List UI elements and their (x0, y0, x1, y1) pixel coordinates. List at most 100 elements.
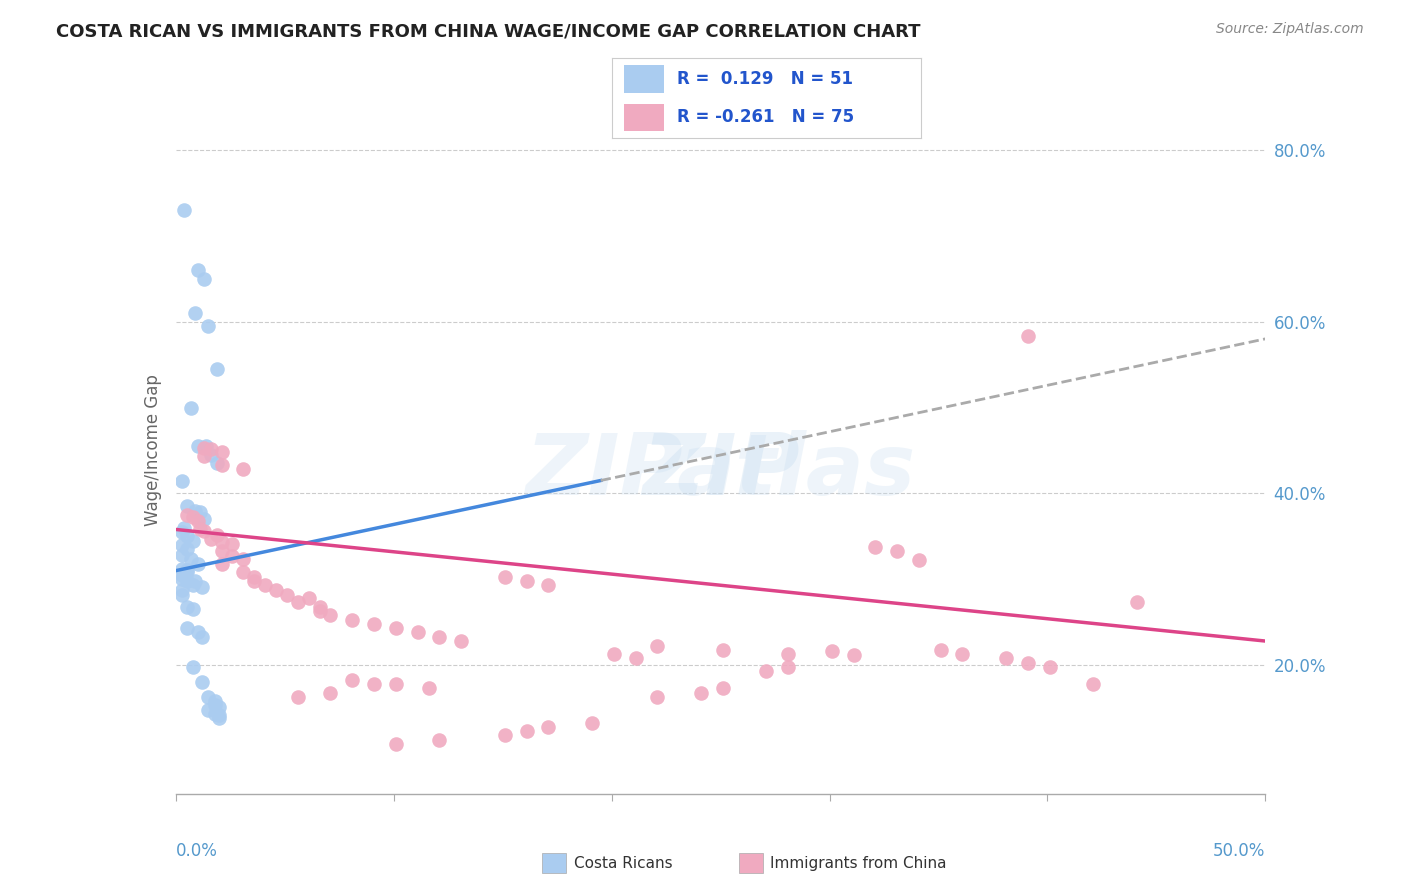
Point (537, 720, 560, 734)
Point (208, 711, 231, 725)
Point (406, 625, 429, 640)
Point (211, 458, 233, 472)
Point (181, 533, 204, 548)
Text: Immigrants from China: Immigrants from China (770, 856, 948, 871)
Text: 50.0%: 50.0% (1213, 842, 1265, 860)
Bar (740, 854, 762, 873)
Point (204, 698, 226, 713)
Point (690, 685, 713, 699)
Point (181, 578, 204, 592)
Y-axis label: Wage/Income Gap: Wage/Income Gap (143, 375, 162, 526)
Point (908, 553, 931, 567)
Point (205, 362, 228, 376)
Point (172, 474, 194, 488)
Point (232, 552, 254, 566)
Point (778, 647, 800, 661)
Point (186, 625, 209, 640)
Point (176, 599, 198, 614)
Point (276, 588, 298, 602)
Point (172, 538, 194, 552)
Point (208, 707, 231, 722)
Point (342, 673, 364, 687)
Point (516, 574, 538, 588)
Point (363, 677, 385, 691)
Point (200, 448, 222, 462)
Point (186, 439, 209, 453)
Point (221, 549, 243, 563)
Point (243, 574, 266, 588)
Point (172, 524, 194, 539)
Point (778, 660, 800, 674)
Point (254, 578, 277, 592)
Point (176, 621, 198, 635)
Point (516, 724, 538, 739)
Point (755, 664, 778, 678)
Point (450, 634, 472, 648)
Point (176, 529, 198, 543)
Point (204, 694, 226, 708)
Point (186, 557, 209, 571)
Point (886, 544, 908, 558)
Point (842, 648, 865, 662)
Text: R =  0.129   N = 51: R = 0.129 N = 51 (676, 70, 852, 87)
Point (195, 439, 218, 453)
Point (952, 647, 974, 661)
Point (188, 505, 211, 519)
Point (176, 508, 198, 522)
Point (264, 583, 287, 598)
Point (186, 514, 209, 528)
Point (624, 651, 647, 665)
Point (193, 450, 215, 464)
Point (385, 677, 408, 691)
Point (197, 703, 219, 717)
Point (319, 685, 342, 699)
Point (211, 535, 233, 549)
Point (193, 524, 215, 538)
Point (298, 591, 321, 606)
Text: R = -0.261   N = 75: R = -0.261 N = 75 (676, 109, 853, 127)
Point (191, 675, 214, 690)
Point (711, 642, 734, 657)
Point (176, 500, 198, 514)
Point (232, 566, 254, 580)
Point (191, 580, 214, 594)
Point (184, 503, 207, 517)
Point (232, 462, 254, 476)
Point (181, 509, 204, 524)
Point (581, 715, 603, 730)
Point (865, 540, 887, 554)
Point (172, 588, 194, 602)
Point (193, 441, 215, 455)
Point (711, 681, 734, 696)
Point (176, 542, 198, 557)
Point (1017, 656, 1039, 670)
Point (172, 582, 194, 597)
Point (385, 737, 408, 751)
Point (191, 630, 214, 644)
Text: 0.0%: 0.0% (176, 842, 218, 860)
Point (180, 401, 202, 415)
Point (1017, 329, 1039, 343)
Point (197, 318, 219, 333)
Text: Costa Ricans: Costa Ricans (574, 856, 672, 871)
Point (647, 690, 669, 704)
Point (172, 562, 194, 576)
Point (186, 263, 209, 277)
Point (205, 456, 228, 470)
Point (342, 613, 364, 627)
Text: ZIPatlas: ZIPatlas (526, 430, 915, 513)
Point (200, 532, 222, 546)
Point (197, 690, 219, 704)
Bar (543, 854, 565, 873)
Point (647, 639, 669, 653)
Point (181, 660, 204, 674)
Point (208, 700, 231, 714)
Text: COSTA RICAN VS IMMIGRANTS FROM CHINA WAGE/INCOME GAP CORRELATION CHART: COSTA RICAN VS IMMIGRANTS FROM CHINA WAG… (56, 22, 921, 40)
Point (211, 557, 233, 571)
Point (205, 527, 228, 541)
Point (173, 521, 195, 535)
Point (181, 602, 204, 616)
Point (308, 604, 330, 618)
Point (172, 568, 194, 582)
Point (180, 552, 202, 566)
